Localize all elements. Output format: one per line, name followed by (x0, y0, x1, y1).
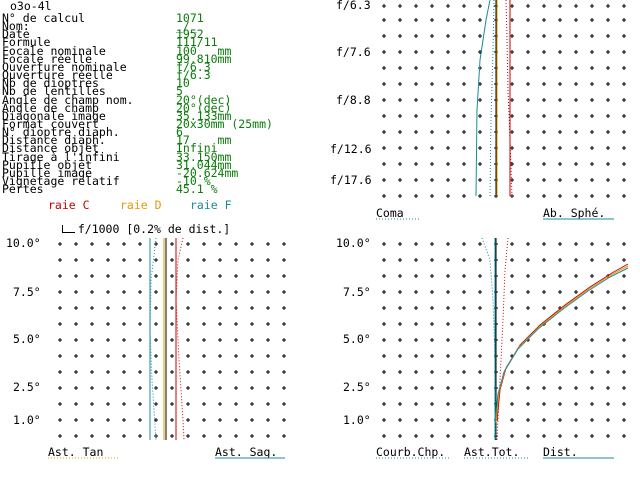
br-ytick-2: 5.0° (343, 332, 371, 346)
param-value: 33.150mm (176, 149, 232, 164)
ast-tot-label: Ast.Tot. (464, 445, 520, 459)
param-value: 20°(dec) (176, 92, 232, 107)
param-label: Diagonale image (2, 108, 106, 123)
tr-teal-curve (475, 0, 491, 197)
param-value: 1952 (176, 27, 204, 42)
br-dist-orange (495, 265, 629, 423)
courb-chp-label: Courb.Chp. (376, 445, 446, 459)
param-value: f/6.3 (176, 59, 211, 74)
tr-red-dotted (505, 0, 513, 197)
param-value: 17 mm (176, 133, 232, 148)
legend-scale: f/1000 [0.2% de dist.] (48, 214, 231, 236)
param-label: Tirage à l'infini (2, 149, 120, 164)
bl-teal-dotted (149, 237, 157, 441)
br-ytick-3: 2.5° (343, 380, 371, 394)
param-value: 10 (176, 76, 190, 91)
tr-ytick-1: f/7.6 (336, 45, 371, 59)
param-label: N° de calcul (2, 11, 86, 25)
br-ytick-1: 7.5° (343, 285, 371, 299)
param-label: N° dioptre diaph. (2, 125, 120, 140)
br-red-dotted (496, 237, 509, 441)
param-label: Pupille objet (2, 157, 93, 172)
param-label: Pertes (2, 182, 44, 197)
legend-raie-f: raie F (190, 198, 232, 212)
param-value: 45.1 % (176, 182, 218, 197)
br-ytick-0: 10.0° (336, 236, 371, 250)
param-value: 100 mm (176, 43, 232, 58)
param-label: Angle de champ nom. (2, 92, 134, 107)
bl-ytick-2: 5.0° (13, 332, 41, 346)
param-value: 20°(dec) (176, 100, 232, 115)
param-value: f/6.3 (176, 68, 211, 83)
param-label: Format couvert (2, 116, 99, 131)
legend-scale-text: f/1000 [0.2% de dist.] (77, 222, 231, 236)
legend-raie-c: raie C (48, 198, 90, 212)
param-label: Focale réelle (2, 51, 93, 66)
dist-label: Dist. (543, 445, 578, 459)
param-label: Nb de lentilles (2, 84, 106, 99)
br-ytick-4: 1.0° (343, 413, 371, 427)
coma-label: Coma (376, 206, 404, 220)
param-value: 5 (176, 84, 183, 99)
param-value: -20.624mm (176, 165, 239, 180)
bl-red-dotted (175, 237, 185, 441)
scale-bar-icon (61, 225, 75, 233)
param-value: 20x30mm (25mm) (176, 116, 273, 131)
tr-teal-dotted (489, 0, 495, 197)
tr-ytick-4: f/17.6 (330, 173, 372, 187)
param-value: -10 % (176, 174, 211, 188)
param-label: Distance diaph. (2, 133, 106, 148)
br-dist-teal (494, 267, 629, 425)
param-label: Vignetage relatif (2, 174, 120, 188)
param-label: Nb de dioptres (2, 76, 99, 91)
ast-sag-label: Ast. Sag. (215, 445, 278, 459)
param-label: Focale nominale (2, 43, 106, 58)
param-value: 1071 (176, 11, 204, 25)
bl-ytick-4: 1.0° (13, 413, 41, 427)
param-label: Formule (2, 35, 51, 50)
ab-sphe-label: Ab. Sphé. (543, 206, 606, 220)
bl-ytick-3: 2.5° (13, 380, 41, 394)
param-label: Distance objet (2, 141, 99, 156)
param-label: Angle de champ (2, 100, 99, 115)
br-teal-dotted (481, 237, 497, 441)
param-value: 6 (176, 125, 183, 140)
param-label: Pupille image (2, 165, 93, 180)
bl-ytick-0: 10.0° (6, 236, 41, 250)
param-value: 99.810mm (176, 51, 232, 66)
tr-ytick-2: f/8.8 (336, 93, 371, 107)
legend-raie-d: raie D (120, 198, 162, 212)
param-value: 111/11 (176, 35, 218, 50)
param-value: _/_ (176, 19, 197, 34)
param-value: 31.044mm (176, 157, 232, 172)
tr-ytick-0: f/6.3 (336, 0, 371, 12)
param-value: Infini (176, 141, 218, 156)
bl-ytick-1: 7.5° (13, 285, 41, 299)
window-title: o3o-4l (10, 0, 52, 13)
tr-ytick-3: f/12.6 (330, 142, 372, 156)
param-value: 35.133mm (176, 108, 232, 123)
ast-tan-label: Ast. Tan (48, 445, 104, 459)
param-label: Date (2, 27, 30, 42)
param-label: Ouverture réelle (2, 68, 113, 83)
param-label: Ouverture nominale (2, 59, 127, 74)
param-label: Nom: (2, 19, 30, 34)
